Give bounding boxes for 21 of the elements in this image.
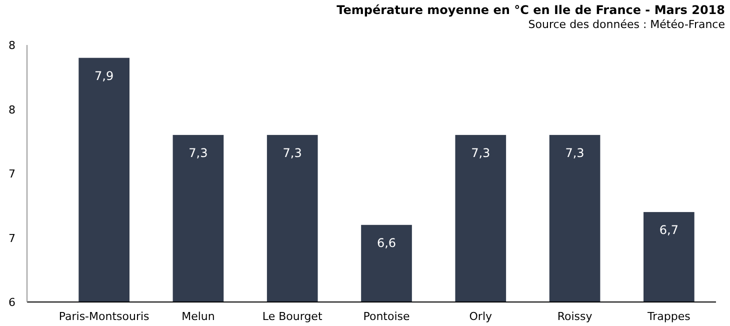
chart-title: Température moyenne en °C en Ile de France - Mars 2018 bbox=[336, 3, 725, 17]
x-tick-label: Pontoise bbox=[363, 310, 410, 323]
chart-subtitle: Source des données : Météo-France bbox=[528, 18, 726, 31]
x-tick-label: Melun bbox=[182, 310, 215, 323]
data-label: 7,3 bbox=[188, 146, 208, 160]
y-tick-label: 6 bbox=[8, 296, 16, 309]
data-label: 7,3 bbox=[565, 146, 584, 160]
data-label: 7,3 bbox=[282, 146, 302, 160]
data-label: 6,7 bbox=[659, 223, 678, 238]
x-tick-label: Le Bourget bbox=[262, 310, 323, 323]
y-tick-label: 8 bbox=[8, 103, 16, 116]
data-label: 7,9 bbox=[94, 68, 114, 83]
x-tick-label: Paris-Montsouris bbox=[58, 310, 150, 323]
data-label: 6,6 bbox=[376, 236, 396, 250]
x-tick-label: Orly bbox=[469, 310, 493, 323]
data-label: 7,3 bbox=[471, 146, 490, 160]
x-tick-label: Trappes bbox=[646, 310, 691, 323]
y-tick-label: 7 bbox=[8, 232, 16, 245]
y-tick-label: 7 bbox=[8, 168, 16, 180]
x-tick-label: Roissy bbox=[557, 310, 593, 323]
y-tick-label: 8 bbox=[8, 39, 16, 52]
